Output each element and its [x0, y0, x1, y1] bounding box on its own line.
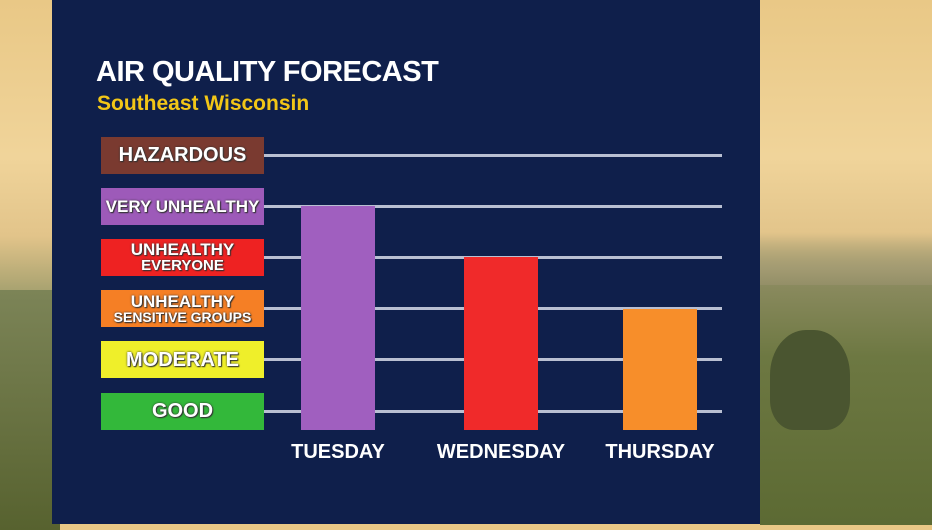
gridline-6	[264, 153, 722, 157]
bar-wednesday	[464, 257, 538, 430]
level-label: VERY UNHEALTHY	[101, 187, 264, 225]
x-tick-label: THURSDAY	[605, 441, 715, 463]
x-tick-label: TUESDAY	[291, 441, 385, 463]
level-label: HAZARDOUS	[101, 136, 264, 174]
chart-subtitle: Southeast Wisconsin	[97, 92, 310, 115]
background-treeline	[760, 232, 932, 292]
level-label-line1: UNHEALTHY	[130, 240, 235, 260]
bar-thursday	[623, 308, 697, 430]
level-label-line2: EVERYONE	[141, 257, 224, 275]
gridline-5	[264, 204, 722, 208]
level-label-line1: GOOD	[151, 400, 214, 422]
level-label: UNHEALTHY EVERYONE	[101, 238, 264, 276]
level-label-line1: HAZARDOUS	[118, 144, 247, 166]
x-tick-label: WEDNESDAY	[436, 441, 566, 463]
background-field-left	[0, 290, 60, 530]
level-label: GOOD	[101, 392, 264, 430]
level-label-line1: VERY UNHEALTHY	[105, 196, 260, 216]
background-tree	[770, 330, 850, 430]
level-label-line2: SENSITIVE GROUPS	[113, 309, 252, 326]
level-label-line1: MODERATE	[126, 348, 239, 371]
level-label-line1: UNHEALTHY	[130, 292, 235, 312]
level-label: MODERATE	[101, 341, 264, 379]
chart-title: AIR QUALITY FORECAST	[96, 56, 439, 88]
level-label: UNHEALTHY SENSITIVE GROUPS	[101, 290, 264, 328]
bar-tuesday	[301, 206, 375, 430]
